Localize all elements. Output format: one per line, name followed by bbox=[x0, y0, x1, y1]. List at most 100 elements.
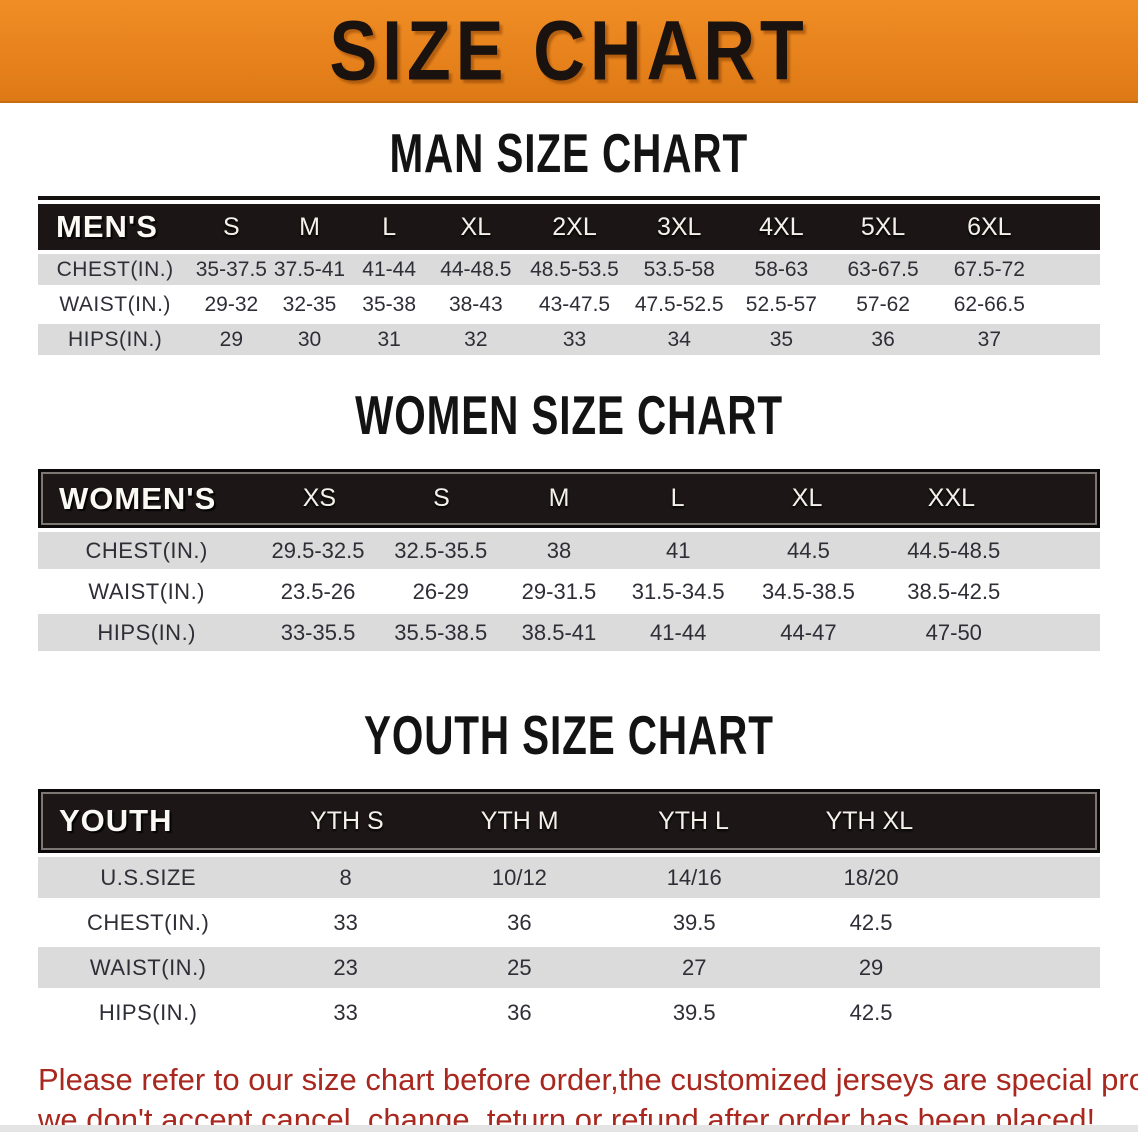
youth-size-col-m: YTH M bbox=[480, 806, 559, 835]
youth-group-label: YOUTH bbox=[59, 803, 173, 838]
youth-hips-value: 33 bbox=[333, 999, 358, 1025]
women-chest-value: 44.5-48.5 bbox=[907, 537, 1001, 563]
youth-hips-value: 42.5 bbox=[849, 999, 893, 1025]
men-chest-value: 63-67.5 bbox=[847, 257, 919, 281]
banner-title: SIZE CHART bbox=[329, 3, 809, 98]
men-size-col-2xl: 2XL bbox=[552, 212, 597, 241]
women-chest-value: 32.5-35.5 bbox=[394, 537, 488, 563]
youth-size-col-l: YTH L bbox=[658, 806, 729, 835]
disclaimer: Please refer to our size chart before or… bbox=[38, 1060, 1138, 1132]
youth-chest-value: 36 bbox=[507, 909, 532, 935]
men-chest-value: 37.5-41 bbox=[273, 257, 346, 281]
men-hips-row: HIPS(IN.) 29 30 31 32 33 34 35 36 37 bbox=[38, 324, 1100, 355]
men-hips-value: 31 bbox=[377, 327, 401, 351]
youth-chest-value: 33 bbox=[333, 909, 358, 935]
women-size-col-s: S bbox=[433, 484, 450, 512]
men-chest-label: CHEST(IN.) bbox=[56, 257, 174, 281]
men-table-header-row: MEN'S S M L XL 2XL 3XL 4XL 5XL 6XL bbox=[38, 204, 1100, 250]
men-hips-label: HIPS(IN.) bbox=[67, 327, 163, 351]
women-waist-value: 29-31.5 bbox=[521, 578, 597, 604]
youth-chest-row: CHEST(IN.) 33 36 39.5 42.5 bbox=[38, 902, 1100, 943]
men-chest-value: 48.5-53.5 bbox=[530, 257, 619, 281]
youth-ussize-label: U.S.SIZE bbox=[100, 864, 197, 890]
men-waist-value: 38-43 bbox=[448, 292, 503, 316]
youth-waist-value: 27 bbox=[681, 954, 707, 980]
men-size-table: MEN'S S M L XL 2XL 3XL 4XL 5XL 6XL CHEST… bbox=[38, 196, 1100, 355]
youth-waist-value: 25 bbox=[507, 954, 532, 980]
women-size-col-xxl: XXL bbox=[927, 484, 976, 512]
men-group-label: MEN'S bbox=[56, 209, 158, 244]
men-chest-value: 58-63 bbox=[754, 257, 809, 281]
women-waist-value: 38.5-42.5 bbox=[907, 578, 1001, 604]
youth-chest-label: CHEST(IN.) bbox=[87, 909, 210, 935]
women-chest-value: 38 bbox=[546, 537, 572, 563]
men-size-col-6xl: 6XL bbox=[967, 212, 1012, 241]
youth-ussize-value: 18/20 bbox=[843, 864, 899, 890]
men-waist-value: 43-47.5 bbox=[538, 292, 611, 316]
men-size-col-4xl: 4XL bbox=[759, 212, 804, 241]
youth-hips-value: 36 bbox=[507, 999, 532, 1025]
men-hips-value: 34 bbox=[667, 327, 691, 351]
men-waist-value: 62-66.5 bbox=[953, 292, 1025, 316]
women-chest-value: 41 bbox=[665, 537, 691, 563]
youth-table-header-row: YOUTH YTH S YTH M YTH L YTH XL bbox=[38, 789, 1100, 853]
men-chest-row: CHEST(IN.) 35-37.5 37.5-41 41-44 44-48.5… bbox=[38, 254, 1100, 285]
men-waist-value: 29-32 bbox=[204, 292, 259, 316]
men-hips-value: 37 bbox=[977, 327, 1002, 351]
women-hips-value: 41-44 bbox=[650, 619, 707, 645]
youth-size-col-xl: YTH XL bbox=[825, 806, 914, 835]
women-size-col-l: L bbox=[670, 484, 685, 512]
men-chest-value: 53.5-58 bbox=[643, 257, 715, 281]
women-section-heading: WOMEN SIZE CHART bbox=[0, 384, 1138, 445]
men-waist-value: 52.5-57 bbox=[745, 292, 817, 316]
women-hips-value: 47-50 bbox=[925, 619, 982, 645]
women-size-col-xs: XS bbox=[302, 484, 337, 512]
women-chest-label: CHEST(IN.) bbox=[85, 537, 208, 563]
men-chest-value: 44-48.5 bbox=[440, 257, 512, 281]
youth-hips-row: HIPS(IN.) 33 36 39.5 42.5 bbox=[38, 992, 1100, 1033]
youth-size-table: YOUTH YTH S YTH M YTH L YTH XL U.S.SIZE … bbox=[38, 789, 1100, 1033]
men-waist-value: 35-38 bbox=[362, 292, 417, 316]
youth-waist-value: 29 bbox=[858, 954, 884, 980]
men-hips-value: 30 bbox=[297, 327, 322, 351]
youth-ussize-value: 10/12 bbox=[491, 864, 547, 890]
women-waist-value: 31.5-34.5 bbox=[631, 578, 725, 604]
women-table-header-row: WOMEN'S XS S M L XL XXL bbox=[38, 469, 1100, 528]
men-size-col-m: M bbox=[299, 212, 320, 241]
men-chest-value: 67.5-72 bbox=[953, 257, 1025, 281]
youth-ussize-value: 14/16 bbox=[666, 864, 722, 890]
youth-section-heading-text: YOUTH SIZE CHART bbox=[364, 704, 774, 766]
men-size-col-3xl: 3XL bbox=[656, 212, 702, 241]
youth-waist-row: WAIST(IN.) 23 25 27 29 bbox=[38, 947, 1100, 988]
women-waist-value: 26-29 bbox=[412, 578, 469, 604]
men-hips-value: 33 bbox=[562, 327, 587, 351]
men-waist-value: 57-62 bbox=[856, 292, 910, 316]
men-waist-label: WAIST(IN.) bbox=[59, 292, 171, 316]
men-waist-row: WAIST(IN.) 29-32 32-35 35-38 38-43 43-47… bbox=[38, 289, 1100, 320]
men-size-col-l: L bbox=[382, 212, 397, 241]
youth-chest-value: 39.5 bbox=[672, 909, 716, 935]
banner: SIZE CHART bbox=[0, 0, 1138, 103]
women-hips-value: 35.5-38.5 bbox=[394, 619, 488, 645]
women-hips-value: 38.5-41 bbox=[521, 619, 597, 645]
men-waist-value: 47.5-52.5 bbox=[634, 292, 724, 316]
men-hips-value: 29 bbox=[219, 327, 244, 351]
women-waist-row: WAIST(IN.) 23.5-26 26-29 29-31.5 31.5-34… bbox=[38, 573, 1100, 610]
youth-section-heading: YOUTH SIZE CHART bbox=[0, 704, 1138, 765]
men-waist-value: 32-35 bbox=[282, 292, 337, 316]
men-chest-value: 41-44 bbox=[362, 257, 417, 281]
men-size-col-xl: XL bbox=[460, 212, 492, 241]
bottom-edge-strip bbox=[0, 1125, 1138, 1132]
men-size-col-s: S bbox=[223, 212, 240, 241]
women-waist-value: 34.5-38.5 bbox=[761, 578, 855, 604]
men-section-heading: MAN SIZE CHART bbox=[0, 122, 1138, 183]
men-table-top-rule bbox=[38, 196, 1100, 200]
youth-chest-value: 42.5 bbox=[849, 909, 893, 935]
women-hips-value: 33-35.5 bbox=[280, 619, 356, 645]
women-hips-row: HIPS(IN.) 33-35.5 35.5-38.5 38.5-41 41-4… bbox=[38, 614, 1100, 651]
women-chest-value: 29.5-32.5 bbox=[271, 537, 365, 563]
women-size-table: WOMEN'S XS S M L XL XXL CHEST(IN.) 29.5-… bbox=[38, 469, 1100, 651]
women-size-col-xl: XL bbox=[791, 484, 823, 512]
youth-waist-label: WAIST(IN.) bbox=[89, 954, 207, 980]
